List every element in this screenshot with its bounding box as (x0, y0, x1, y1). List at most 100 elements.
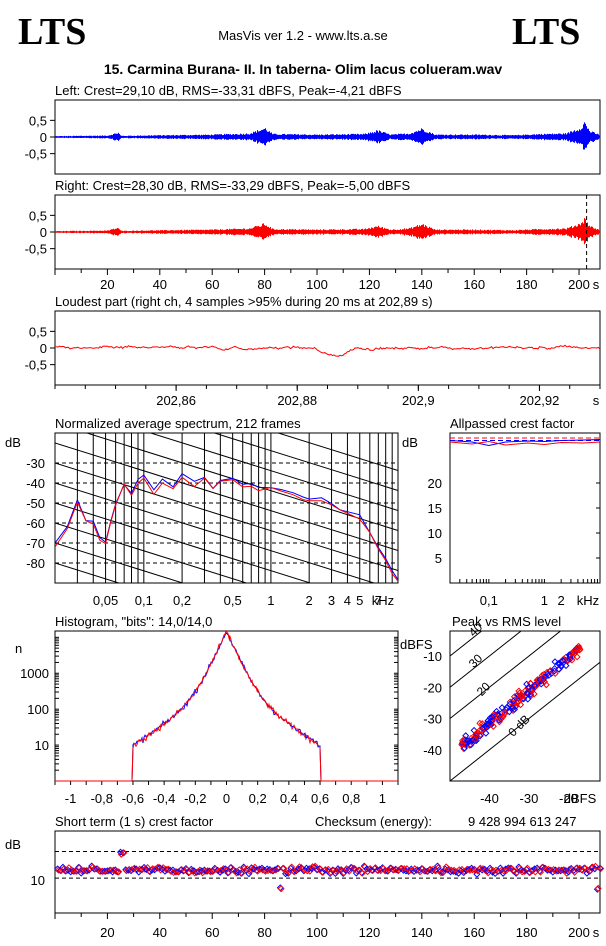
short-term-point (120, 849, 128, 857)
peak-rms-point (572, 646, 580, 654)
left-ytick-label: -0,5 (25, 147, 47, 162)
short-term-point (581, 864, 589, 872)
peak-rms-point (542, 681, 550, 689)
right-title: Right: Crest=28,30 dB, RMS=-33,29 dBFS, … (55, 178, 410, 193)
logo-right: LTS (512, 11, 580, 53)
spectrum-xtick-label: 1 (267, 593, 274, 608)
right-xtick-label: 100 (306, 277, 328, 292)
peak-rms-xtick-label: -30 (520, 791, 539, 806)
peak-rms-point (574, 644, 582, 652)
right-xtick-label: 120 (359, 277, 381, 292)
spectrum-ytick-label: -70 (26, 536, 45, 551)
short-term-point (340, 869, 348, 877)
histogram-xtick-label: 0,8 (342, 791, 360, 806)
short-term-point (597, 865, 605, 873)
short-term-point (238, 869, 246, 877)
right-xunit: s (593, 277, 600, 292)
peak-rms-point (501, 710, 509, 718)
peak-rms-point (523, 689, 531, 697)
histogram-ytick-label: 1000 (20, 666, 49, 681)
spectrum-slope-line (55, 482, 376, 583)
spectrum-ylabel: dB (5, 435, 21, 450)
peak-rms-point (515, 694, 523, 702)
peak-rms-diag-label: 30 (466, 651, 486, 671)
histogram-frame (54, 630, 399, 782)
right-xtick-label: 40 (153, 277, 167, 292)
histogram-xtick-label: -0,4 (153, 791, 175, 806)
short-term-xtick-label: 160 (463, 925, 485, 940)
peak-rms-point (463, 737, 471, 745)
short-term-point (385, 866, 393, 874)
peak-rms-point (530, 690, 538, 698)
short-term-point (576, 864, 584, 872)
loudest-waveform (54, 344, 600, 357)
loudest-ytick-label: -0,5 (25, 358, 47, 373)
loudest-xtick-label: 202,92 (520, 393, 560, 408)
spectrum-ytick-label: -30 (26, 456, 45, 471)
allpassed-ytick-label: 5 (435, 551, 442, 566)
spectrum-title: Normalized average spectrum, 212 frames (55, 416, 301, 431)
short-term-point (442, 863, 450, 871)
spectrum-slope-line (149, 433, 398, 512)
spectrum-xtick-label: 2 (306, 593, 313, 608)
allpassed-ylabel: dB (402, 435, 418, 450)
peak-rms-point (554, 659, 562, 668)
histogram-title: Histogram, "bits": 14,0/14,0 (55, 614, 212, 629)
right-ytick-label: 0 (40, 225, 47, 240)
file-title: 15. Carmina Burana- II. In taberna- Olim… (104, 61, 503, 77)
spectrum-xtick-label: 0,1 (135, 593, 153, 608)
peak-rms-diag-line (450, 661, 600, 781)
peak-rms-diag-label: 20 (474, 679, 494, 699)
short-term-xtick-label: 200 (568, 925, 590, 940)
app-title: MasVis ver 1.2 - www.lts.a.se (218, 28, 388, 43)
allpassed-ytick-label: 15 (428, 501, 442, 516)
peak-rms-point (524, 695, 532, 703)
peak-rms-point (559, 657, 567, 665)
spectrum-slope-line (55, 542, 185, 583)
short-term-point (419, 865, 427, 873)
peak-rms-point (478, 727, 486, 735)
short-term-xtick-label: 100 (306, 925, 328, 940)
histogram-series-1 (55, 629, 398, 782)
peak-rms-point (482, 729, 490, 737)
spectrum-slope-line (212, 433, 398, 492)
right-ytick-label: -0,5 (25, 242, 47, 257)
allpassed-ytick-label: 20 (428, 476, 442, 491)
allpassed-xunit: kHz (577, 593, 599, 608)
histogram-xtick-label: -0,2 (184, 791, 206, 806)
short-term-point (115, 868, 123, 876)
short-term-point (277, 885, 285, 893)
spectrum-frame (54, 432, 399, 584)
peak-rms-point (562, 662, 570, 670)
short-term-xtick-label: 120 (359, 925, 381, 940)
histogram-xtick-label: 0,2 (249, 791, 267, 806)
right-xtick-label: 60 (205, 277, 219, 292)
histogram-series-0 (55, 632, 398, 782)
short-term-point (94, 865, 102, 873)
loudest-xtick-label: 202,86 (156, 393, 196, 408)
spectrum-ytick-label: -40 (26, 476, 45, 491)
peak-rms-point (489, 722, 497, 730)
left-title: Left: Crest=29,10 dB, RMS=-33,31 dBFS, P… (55, 83, 402, 98)
short-term-point (248, 865, 256, 873)
peak-rms-point (509, 704, 517, 712)
peak-rms-point (551, 664, 559, 673)
short-term-point (361, 863, 369, 871)
short-term-point (403, 865, 411, 873)
short-term-point (510, 867, 518, 875)
short-term-point (513, 868, 521, 877)
peak-rms-point (462, 732, 470, 740)
allpassed-ytick-label: 10 (428, 526, 442, 541)
loudest-xtick-label: 202,9 (402, 393, 435, 408)
peak-rms-point (490, 711, 498, 720)
short-term-point (109, 866, 117, 874)
loudest-xunit: s (593, 393, 600, 408)
short-term-point (358, 869, 366, 877)
short-term-xtick-label: 40 (153, 925, 167, 940)
short-term-point (225, 869, 233, 877)
histogram-ylabel: n (15, 641, 22, 656)
peak-rms-point (467, 741, 475, 749)
peak-rms-point (472, 731, 480, 739)
peak-rms-point (568, 653, 576, 661)
